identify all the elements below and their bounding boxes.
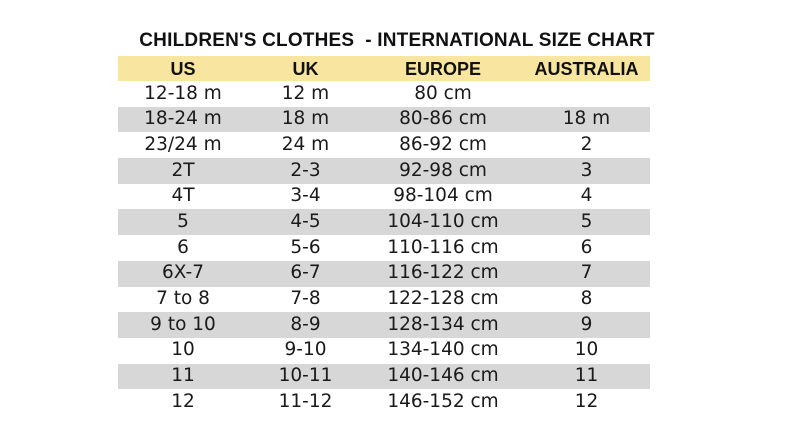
cell-australia: 3 — [580, 159, 593, 181]
table-row: 12-18 m 12 m 80 cm — [118, 81, 650, 107]
table-row: 2T 2-3 92-98 cm 3 — [118, 158, 650, 184]
cell-us: 12-18 m — [144, 82, 222, 104]
cell-europe: 80-86 cm — [399, 108, 487, 130]
cell-uk: 7-8 — [290, 288, 321, 310]
cell-europe: 92-98 cm — [399, 159, 487, 181]
cell-australia: 6 — [580, 236, 593, 258]
cell-australia: 9 — [580, 313, 593, 335]
table-row: 18-24 m 18 m 80-86 cm 18 m — [118, 106, 650, 133]
cell-us: 6 — [177, 236, 189, 258]
cell-australia: 4 — [580, 185, 593, 207]
table-row: 5 4-5 104-110 cm 5 — [118, 209, 650, 236]
cell-us: 6X-7 — [162, 262, 204, 284]
table-row: 4T 3-4 98-104 cm 4 — [118, 184, 650, 210]
cell-europe: 80 cm — [414, 82, 472, 104]
cell-australia: 11 — [574, 365, 599, 387]
table-row: 10 9-10 134-140 cm 10 — [118, 338, 650, 364]
cell-europe: 110-116 cm — [387, 236, 499, 258]
table-row: 6X-7 6-7 116-122 cm 7 — [118, 260, 650, 287]
cell-us: 7 to 8 — [156, 288, 210, 310]
cell-uk: 24 m — [281, 133, 330, 155]
table-row: 23/24 m 24 m 86-92 cm 2 — [118, 132, 650, 158]
cell-uk: 6-7 — [290, 262, 321, 284]
table-row: 11 10-11 140-146 cm 11 — [118, 363, 650, 390]
cell-uk: 9-10 — [284, 339, 327, 361]
cell-us: 12 — [171, 390, 195, 412]
cell-us: 9 to 10 — [150, 313, 216, 335]
cell-us: 4T — [171, 185, 195, 207]
header-us: US — [170, 58, 196, 79]
cell-uk: 5-6 — [290, 236, 321, 258]
cell-us: 23/24 m — [144, 133, 222, 155]
cell-europe: 134-140 cm — [387, 339, 499, 361]
table-row: 6 5-6 110-116 cm 6 — [118, 235, 650, 261]
cell-uk: 10-11 — [278, 365, 333, 387]
cell-europe: 122-128 cm — [387, 288, 499, 310]
cell-australia: 2 — [580, 133, 593, 155]
header-europe: EUROPE — [404, 58, 482, 79]
cell-uk: 2-3 — [290, 159, 321, 181]
cell-australia: 10 — [574, 339, 599, 361]
cell-europe: 104-110 cm — [387, 211, 499, 233]
cell-europe: 140-146 cm — [387, 365, 499, 387]
table-row: 7 to 8 7-8 122-128 cm 8 — [118, 287, 650, 313]
cell-europe: 128-134 cm — [387, 313, 499, 335]
table-row: 9 to 10 8-9 128-134 cm 9 — [118, 312, 650, 338]
cell-europe: 98-104 cm — [393, 185, 493, 207]
cell-australia: 5 — [580, 211, 593, 233]
cell-australia: 18 m — [562, 108, 611, 130]
cell-uk: 18 m — [281, 108, 330, 130]
cell-europe: 116-122 cm — [387, 262, 499, 284]
header-australia: AUSTRALIA — [534, 58, 639, 79]
cell-uk: 3-4 — [290, 185, 321, 207]
cell-australia: 8 — [580, 288, 593, 310]
cell-europe: 146-152 cm — [387, 390, 499, 412]
cell-us: 18-24 m — [144, 108, 222, 130]
table-header-row: US UK EUROPE AUSTRALIA — [118, 56, 650, 81]
cell-uk: 8-9 — [290, 313, 321, 335]
chart-title: CHILDREN'S CLOTHES - INTERNATIONAL SIZE … — [139, 30, 655, 51]
cell-uk: 12 m — [281, 82, 330, 104]
cell-us: 5 — [177, 211, 189, 233]
cell-europe: 86-92 cm — [399, 133, 487, 155]
cell-australia: 12 — [574, 390, 599, 412]
cell-uk: 4-5 — [290, 211, 321, 233]
table-row: 12 11-12 146-152 cm 12 — [118, 389, 650, 415]
header-uk: UK — [292, 58, 319, 79]
cell-us: 2T — [171, 159, 195, 181]
cell-australia: 7 — [580, 262, 593, 284]
cell-uk: 11-12 — [278, 390, 333, 412]
size-chart-table: US UK EUROPE AUSTRALIA 12-18 m 12 m 80 cm 1… — [118, 56, 650, 415]
cell-us: 10 — [171, 339, 195, 361]
cell-us: 11 — [171, 365, 195, 387]
